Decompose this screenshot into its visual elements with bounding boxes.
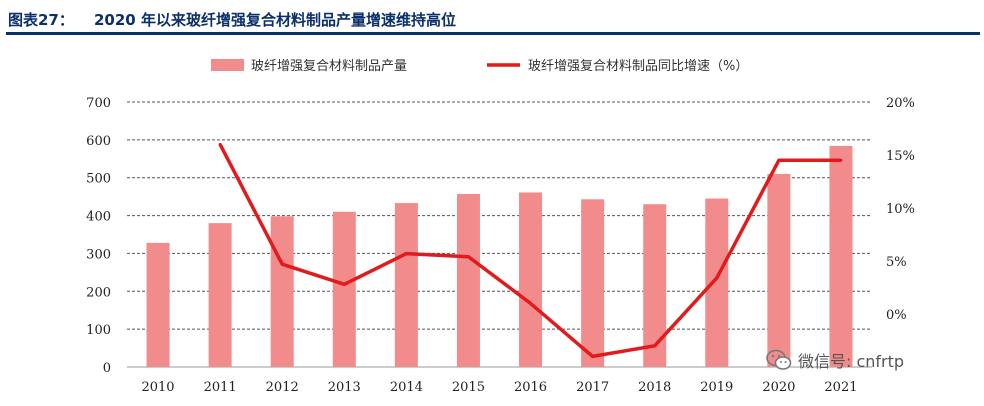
bar-2012 <box>270 216 294 367</box>
line-point-2011 <box>218 142 222 146</box>
line-point-2016 <box>529 301 533 305</box>
x-tick-label: 2010 <box>141 380 174 395</box>
bar-2015 <box>456 193 480 367</box>
x-tick-label: 2020 <box>762 380 795 395</box>
line-point-2013 <box>342 282 346 286</box>
right-tick-label: 5% <box>886 255 907 270</box>
watermark-text: 微信号: cnfrtp <box>798 352 905 371</box>
x-tick-label: 2017 <box>576 380 609 395</box>
line-point-2012 <box>280 262 284 266</box>
right-tick-label: 15% <box>886 149 915 164</box>
line-point-2017 <box>591 354 595 358</box>
bar-2016 <box>519 192 543 367</box>
right-tick-label: 0% <box>886 308 907 323</box>
x-tick-label: 2021 <box>824 380 857 395</box>
line-point-2020 <box>777 158 781 162</box>
line-point-2019 <box>715 276 719 280</box>
chart-title: 2020 年以来玻纤增强复合材料制品产量增速维持高位 <box>94 11 456 29</box>
legend-bar-label: 玻纤增强复合材料制品产量 <box>251 59 407 74</box>
bar-2013 <box>332 211 356 367</box>
x-tick-label: 2015 <box>452 380 485 395</box>
bar-2018 <box>643 204 667 367</box>
x-axis: 2010 2011 2012 2013 2014 2015 2016 2017 2018 2019… <box>141 380 857 395</box>
legend: 玻纤增强复合材料制品产量 玻纤增强复合材料制品同比增速（%） <box>211 59 748 74</box>
x-tick-label: 2011 <box>204 380 237 395</box>
bar-2019 <box>705 198 729 367</box>
bar-2011 <box>208 223 232 367</box>
legend-line-label: 玻纤增强复合材料制品同比增速（%） <box>528 59 748 74</box>
left-tick-label: 300 <box>86 247 111 262</box>
left-tick-label: 100 <box>86 323 111 338</box>
left-tick-label: 600 <box>86 134 111 149</box>
left-tick-label: 200 <box>86 285 111 300</box>
x-tick-label: 2012 <box>266 380 299 395</box>
line-point-2015 <box>466 255 470 259</box>
legend-bar-swatch <box>211 59 244 71</box>
line-point-2014 <box>404 252 408 256</box>
x-tick-label: 2013 <box>328 380 361 395</box>
figure-label: 图表27： <box>8 11 74 29</box>
left-axis: 0 100 200 300 400 500 600 700 <box>86 96 111 376</box>
left-tick-label: 400 <box>86 210 111 225</box>
wechat-icon <box>766 349 792 370</box>
bar-2020 <box>767 173 791 367</box>
chart-header: 图表27： 2020 年以来玻纤增强复合材料制品产量增速维持高位 <box>6 4 980 35</box>
bar-2017 <box>581 199 605 367</box>
line-point-2021 <box>839 158 843 162</box>
left-tick-label: 0 <box>103 361 111 376</box>
right-tick-label: 20% <box>886 96 915 111</box>
watermark: 微信号: cnfrtp <box>766 346 904 374</box>
bar-2021 <box>829 145 853 367</box>
x-tick-label: 2019 <box>700 380 733 395</box>
line-point-2018 <box>653 344 657 348</box>
x-tick-label: 2014 <box>390 380 423 395</box>
x-tick-label: 2018 <box>638 380 671 395</box>
left-tick-label: 700 <box>86 96 111 111</box>
bar-2010 <box>146 242 170 367</box>
right-tick-label: 10% <box>886 202 915 217</box>
line-series <box>218 142 843 359</box>
bar-2014 <box>394 203 418 367</box>
right-axis: 0% 5% 10% 15% 20% <box>886 96 915 323</box>
bar-series <box>146 145 853 367</box>
gridlines <box>127 101 872 368</box>
left-tick-label: 500 <box>86 172 111 187</box>
x-tick-label: 2016 <box>514 380 547 395</box>
